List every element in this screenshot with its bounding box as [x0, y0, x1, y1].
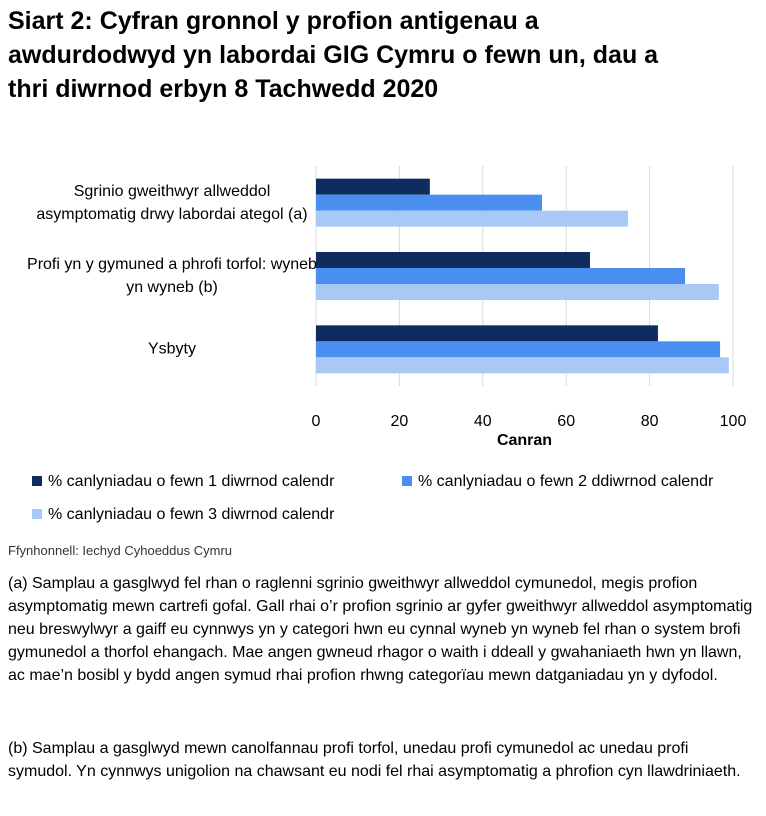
bar [316, 268, 686, 284]
x-tick-label: 0 [312, 413, 321, 430]
legend-entry: % canlyniadau o fewn 2 ddiwrnod calendr [402, 472, 713, 492]
legend-label: % canlyniadau o fewn 2 ddiwrnod calendr [418, 473, 714, 490]
bar [316, 194, 543, 211]
legend-swatch [32, 476, 42, 486]
legend-label: % canlyniadau o fewn 1 diwrnod calendr [48, 473, 335, 490]
x-tick-label: 80 [641, 413, 659, 430]
bar [316, 325, 658, 342]
bar [316, 357, 729, 374]
legend-entry: % canlyniadau o fewn 3 diwrnod calendr [32, 505, 334, 525]
note: (b) Samplau a gasglwyd mewn canolfannau … [8, 740, 741, 780]
y-tick-label: Sgrinio gweithwyr allweddol asymptomatig… [36, 182, 308, 223]
chart-title: Siart 2: Cyfran gronnol y profion antige… [8, 7, 659, 103]
x-axis-label: Canran [497, 432, 552, 449]
legend-entry: % canlyniadau o fewn 1 diwrnod calendr [32, 472, 334, 492]
y-tick-label: Ysbyty [147, 340, 196, 358]
bar [316, 210, 628, 227]
bar [316, 178, 430, 195]
source: Ffynhonnell: Iechyd Cyhoeddus Cymru [8, 543, 233, 558]
x-tick-label: 100 [720, 413, 747, 430]
y-tick-label: Profi yn y gymuned a phrofi torfol: wyne… [27, 256, 317, 296]
legend-label: % canlyniadau o fewn 3 diwrnod calendr [48, 506, 335, 523]
x-tick-label: 20 [391, 413, 409, 430]
bar [316, 284, 719, 300]
bar [316, 252, 590, 268]
note: (a) Samplau a gasglwyd fel rhan o raglen… [8, 575, 753, 684]
legend-swatch [32, 509, 42, 519]
x-tick-label: 60 [557, 413, 575, 430]
bar [316, 341, 721, 358]
legend-swatch [402, 476, 412, 486]
x-tick-label: 40 [474, 413, 492, 430]
